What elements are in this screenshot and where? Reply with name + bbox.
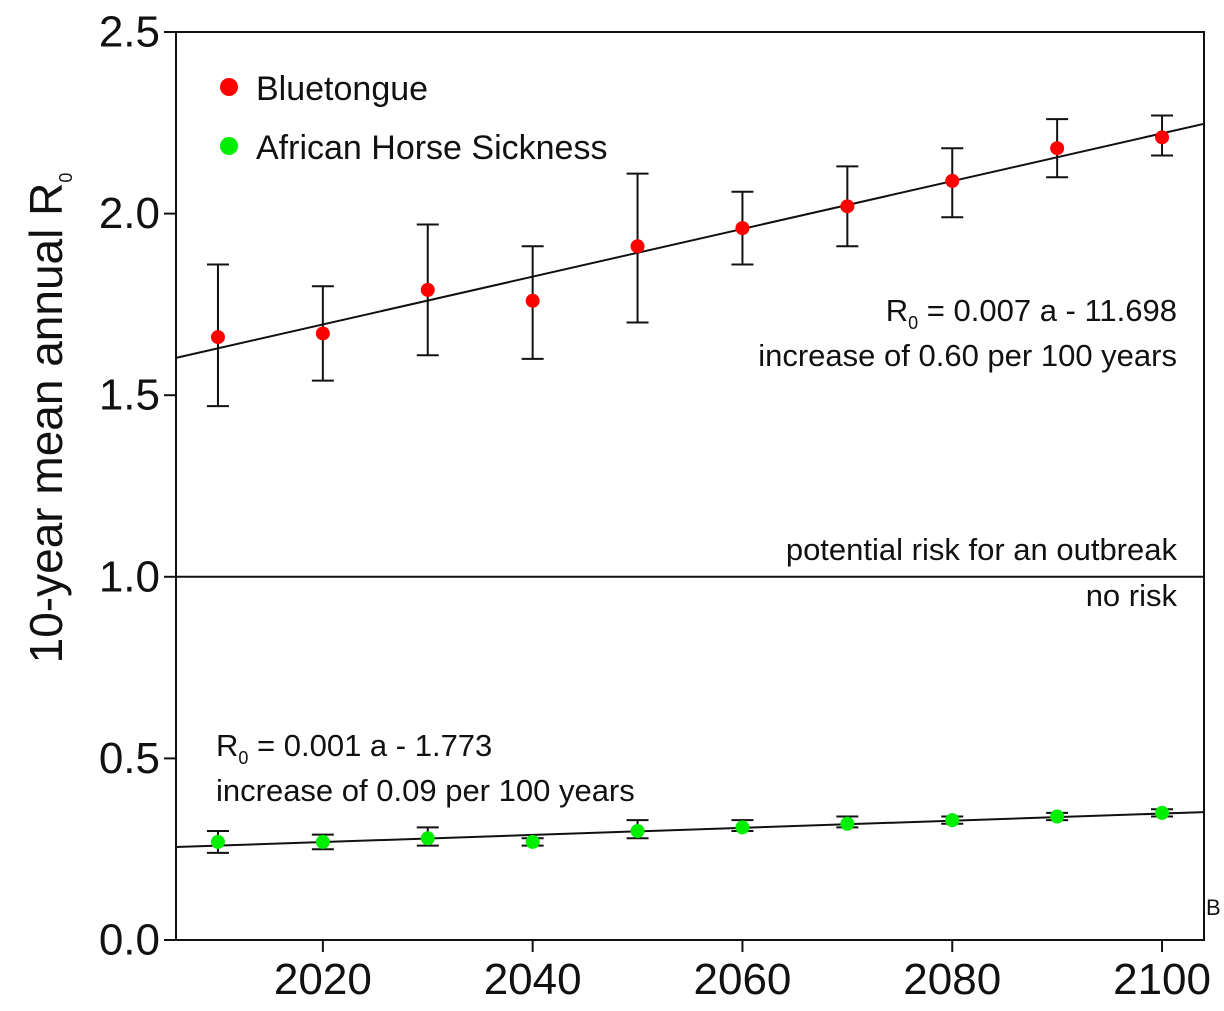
bluetongue-equation: R0 = 0.007 a - 11.698 bbox=[886, 293, 1177, 333]
point-bluetongue bbox=[945, 173, 960, 188]
legend-marker-african-horse-sickness bbox=[220, 137, 238, 155]
point-bluetongue bbox=[525, 293, 540, 308]
point-african-horse-sickness bbox=[420, 831, 435, 846]
point-bluetongue bbox=[630, 239, 645, 254]
ahs-increase-note: increase of 0.09 per 100 years bbox=[216, 773, 635, 808]
y-tick-label: 2.5 bbox=[99, 8, 160, 57]
ahs-equation: R0 = 0.001 a - 1.773 bbox=[216, 728, 492, 768]
y-tick-label: 0.5 bbox=[99, 734, 160, 783]
point-bluetongue bbox=[210, 330, 225, 345]
plot-frame bbox=[175, 31, 1205, 941]
legend: Bluetongue African Horse Sickness bbox=[220, 70, 607, 167]
x-tick-label: 2060 bbox=[694, 955, 792, 1004]
legend-label-bluetongue: Bluetongue bbox=[256, 70, 428, 108]
point-african-horse-sickness bbox=[525, 834, 540, 849]
risk-label-above: potential risk for an outbreak bbox=[786, 532, 1178, 567]
y-tick-label: 2.0 bbox=[99, 189, 160, 238]
legend-label-african-horse-sickness: African Horse Sickness bbox=[256, 129, 607, 167]
data-points bbox=[210, 130, 1170, 849]
point-african-horse-sickness bbox=[1050, 809, 1065, 824]
x-tick-label: 2020 bbox=[274, 955, 372, 1004]
point-bluetongue bbox=[420, 282, 435, 297]
point-african-horse-sickness bbox=[1155, 805, 1170, 820]
point-african-horse-sickness bbox=[630, 824, 645, 839]
x-tick-label: 2040 bbox=[484, 955, 582, 1004]
x-tick-label: 2080 bbox=[903, 955, 1001, 1004]
y-tick-label: 1.5 bbox=[99, 371, 160, 420]
x-tick-label: 2100 bbox=[1113, 955, 1211, 1004]
point-african-horse-sickness bbox=[735, 820, 750, 835]
bluetongue-increase-note: increase of 0.60 per 100 years bbox=[758, 338, 1177, 373]
y-tick-label: 1.0 bbox=[99, 552, 160, 601]
point-african-horse-sickness bbox=[840, 816, 855, 831]
point-african-horse-sickness bbox=[210, 834, 225, 849]
point-bluetongue bbox=[1155, 130, 1170, 145]
trend-line-african-horse-sickness bbox=[175, 811, 1205, 849]
y-tick-label: 0.0 bbox=[99, 916, 160, 965]
point-african-horse-sickness bbox=[315, 834, 330, 849]
legend-marker-bluetongue bbox=[220, 78, 238, 96]
y-axis-title: 10-year mean annual R0 bbox=[20, 173, 76, 664]
point-bluetongue bbox=[735, 221, 750, 236]
axis-ticks: 0.0 0.5 1.0 1.5 2.0 2.5 2020 2040 2060 2080 2100 bbox=[99, 8, 1211, 1005]
point-bluetongue bbox=[315, 326, 330, 341]
risk-label-below: no risk bbox=[1086, 578, 1178, 613]
trend-lines bbox=[175, 122, 1205, 849]
point-bluetongue bbox=[1050, 141, 1065, 156]
point-bluetongue bbox=[840, 199, 855, 214]
point-african-horse-sickness bbox=[945, 813, 960, 828]
panel-label: B bbox=[1206, 895, 1221, 920]
trend-line-bluetongue bbox=[175, 122, 1205, 359]
plot-border bbox=[175, 31, 1205, 941]
